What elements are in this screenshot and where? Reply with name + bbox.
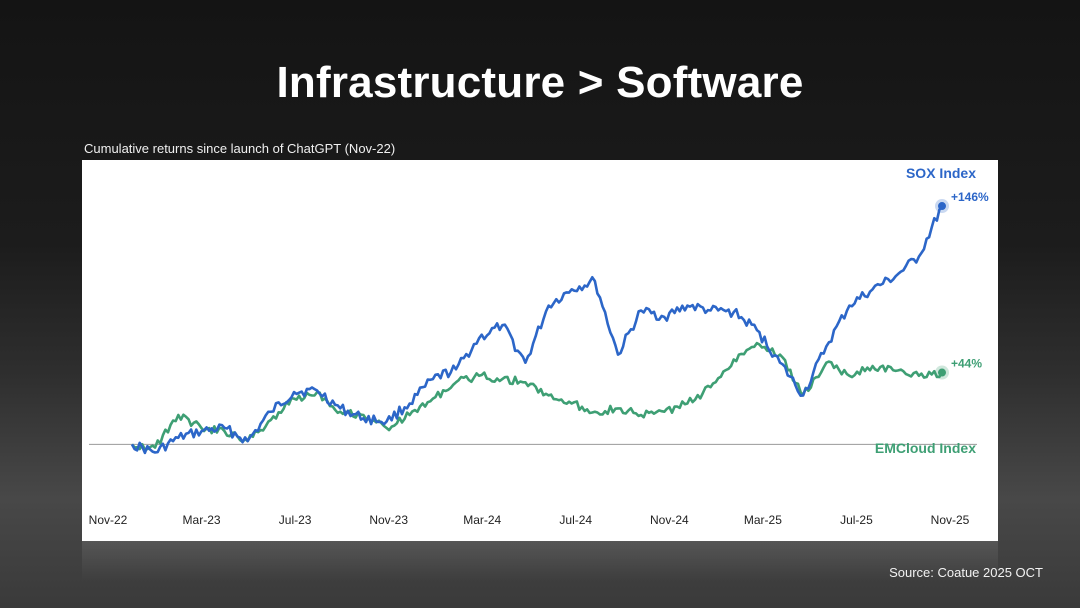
sox-series-label: SOX Index [906,165,976,181]
chart-title: Cumulative returns since launch of ChatG… [84,141,396,156]
line-chart: Nov-22 Mar-23 Jul-23 Nov-23 Mar-24 Jul-24 Nov-… [89,165,989,527]
emcloud-end-label: +44% [951,357,982,371]
sox-end-label: +146% [951,190,989,204]
emcloud-end-point [938,368,946,377]
source-note: Source: Coatue 2025 OCT [889,565,1043,580]
x-tick-label: Jul-24 [559,513,592,527]
emcloud-series-label: EMCloud Index [875,440,976,456]
x-tick-label: Jul-25 [840,513,873,527]
x-tick-label: Nov-23 [369,513,408,527]
sox-end-point [938,202,946,211]
slide-title: Infrastructure > Software [276,58,804,107]
x-tick-label: Nov-25 [931,513,970,527]
sox-series-line [130,205,944,455]
x-tick-label: Mar-23 [183,513,221,527]
x-tick-label: Nov-24 [650,513,689,527]
x-tick-label: Mar-24 [463,513,501,527]
chart-reflection [82,541,998,581]
chart-panel: Nov-22 Mar-23 Jul-23 Nov-23 Mar-24 Jul-24 Nov-… [82,160,998,541]
x-tick-label: Jul-23 [279,513,312,527]
x-tick-label: Nov-22 [89,513,128,527]
x-tick-label: Mar-25 [744,513,782,527]
